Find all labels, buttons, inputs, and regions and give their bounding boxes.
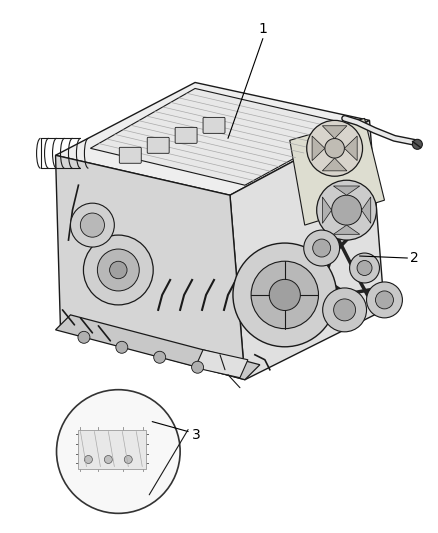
Circle shape bbox=[323, 288, 367, 332]
Circle shape bbox=[80, 213, 105, 237]
Circle shape bbox=[332, 195, 361, 225]
Text: 1: 1 bbox=[258, 22, 267, 36]
Circle shape bbox=[104, 456, 112, 464]
Polygon shape bbox=[322, 197, 332, 223]
Circle shape bbox=[83, 235, 153, 305]
Circle shape bbox=[116, 341, 128, 353]
Circle shape bbox=[357, 261, 372, 276]
FancyBboxPatch shape bbox=[119, 147, 141, 163]
Circle shape bbox=[233, 243, 337, 347]
Polygon shape bbox=[290, 118, 385, 225]
Polygon shape bbox=[322, 126, 347, 139]
FancyBboxPatch shape bbox=[203, 117, 225, 133]
Polygon shape bbox=[322, 158, 347, 171]
Circle shape bbox=[367, 282, 403, 318]
Polygon shape bbox=[230, 120, 385, 379]
FancyBboxPatch shape bbox=[175, 127, 197, 143]
Polygon shape bbox=[361, 197, 371, 223]
Polygon shape bbox=[344, 136, 357, 160]
Circle shape bbox=[85, 456, 92, 464]
Circle shape bbox=[313, 239, 331, 257]
Polygon shape bbox=[312, 136, 325, 160]
Circle shape bbox=[71, 203, 114, 247]
Circle shape bbox=[269, 279, 300, 311]
Polygon shape bbox=[56, 155, 245, 379]
Polygon shape bbox=[56, 83, 370, 195]
Circle shape bbox=[251, 261, 318, 329]
Circle shape bbox=[334, 299, 356, 321]
Circle shape bbox=[375, 291, 393, 309]
Circle shape bbox=[350, 253, 379, 283]
Circle shape bbox=[307, 120, 363, 176]
Circle shape bbox=[191, 361, 204, 373]
Polygon shape bbox=[56, 315, 260, 379]
Polygon shape bbox=[78, 430, 146, 470]
Text: 2: 2 bbox=[410, 251, 419, 265]
Circle shape bbox=[124, 456, 132, 464]
Circle shape bbox=[325, 139, 344, 158]
Circle shape bbox=[97, 249, 139, 291]
Polygon shape bbox=[195, 350, 248, 378]
Polygon shape bbox=[333, 225, 360, 235]
FancyBboxPatch shape bbox=[147, 138, 169, 154]
Circle shape bbox=[154, 351, 166, 364]
Circle shape bbox=[304, 230, 339, 266]
Text: 3: 3 bbox=[192, 427, 201, 441]
Circle shape bbox=[110, 261, 127, 279]
Circle shape bbox=[78, 332, 90, 343]
Polygon shape bbox=[90, 88, 355, 185]
Circle shape bbox=[57, 390, 180, 513]
Circle shape bbox=[317, 180, 377, 240]
Circle shape bbox=[413, 139, 422, 149]
Polygon shape bbox=[333, 186, 360, 195]
